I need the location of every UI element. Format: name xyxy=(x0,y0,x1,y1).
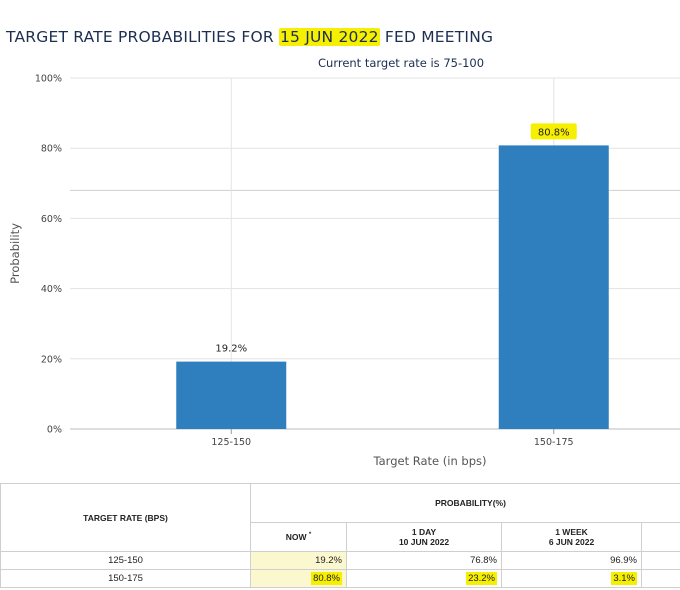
one-week-value-highlight: 3.1% xyxy=(611,572,637,585)
title-date: 15 JUN 2022 xyxy=(278,28,380,46)
one-day-cell: 23.2% xyxy=(346,569,502,588)
one-day-cell: 76.8% xyxy=(346,551,502,570)
bar-125-150 xyxy=(176,361,287,429)
one-day-header: 1 DAY 10 JUN 2022 xyxy=(346,522,502,552)
now-cell: 19.2% xyxy=(250,551,347,570)
y-tick-label: 0% xyxy=(47,425,62,436)
x-tick-label: 125-150 xyxy=(211,437,251,448)
extra-column-header xyxy=(640,522,680,552)
one-day-value-highlight: 23.2% xyxy=(466,572,497,585)
now-header-marker: * xyxy=(308,532,312,538)
probability-group-header: PROBABILITY(%) xyxy=(249,483,680,523)
x-axis-title: Target Rate (in bps) xyxy=(373,454,487,468)
x-tick-label: 150-175 xyxy=(534,437,574,448)
now-value-highlight: 80.8% xyxy=(311,572,342,585)
data-label: 80.8% xyxy=(538,127,570,138)
extra-cell xyxy=(640,569,680,588)
one-week-date: 6 JUN 2022 xyxy=(548,537,595,547)
one-day-label: 1 DAY xyxy=(411,527,437,537)
y-tick-label: 60% xyxy=(41,214,62,225)
data-label: 19.2% xyxy=(215,344,247,355)
one-week-cell: 96.9% xyxy=(501,551,642,570)
rate-cell: 150-175 xyxy=(0,569,251,588)
y-axis-title: Probability xyxy=(8,223,22,284)
data-label-highlight xyxy=(530,123,577,140)
bar-150-175 xyxy=(498,145,609,429)
extra-cell xyxy=(640,551,680,570)
one-day-date: 10 JUN 2022 xyxy=(398,537,450,547)
now-header: NOW * xyxy=(250,522,347,552)
one-week-cell: 3.1% xyxy=(501,569,642,588)
rate-cell: 125-150 xyxy=(0,551,251,570)
chart-subtitle: Current target rate is 75-100 xyxy=(318,56,485,70)
probability-table: TARGET RATE (BPS) PROBABILITY(%) NOW * 1… xyxy=(0,483,680,588)
title-prefix: TARGET RATE PROBABILITIES FOR xyxy=(6,28,279,46)
y-tick-label: 100% xyxy=(35,74,62,85)
one-week-label: 1 WEEK xyxy=(555,527,588,537)
one-week-header: 1 WEEK 6 JUN 2022 xyxy=(501,522,642,552)
y-tick-label: 20% xyxy=(41,354,62,365)
chart-title: TARGET RATE PROBABILITIES FOR 15 JUN 202… xyxy=(6,28,493,46)
y-tick-label: 80% xyxy=(41,144,62,155)
table-row: 125-150 19.2% 76.8% 96.9% xyxy=(0,551,680,570)
now-header-label: NOW xyxy=(285,532,307,542)
now-cell: 80.8% xyxy=(250,569,347,588)
bar-chart: 0% 20% 40% 60% 80% 100% 19.2% 125-150 80.8% 150-1… xyxy=(8,74,680,468)
title-suffix: FED MEETING xyxy=(379,28,494,46)
target-rate-header: TARGET RATE (BPS) xyxy=(0,483,251,552)
table-row: 150-175 80.8% 23.2% 3.1% xyxy=(0,569,680,588)
y-tick-label: 40% xyxy=(41,284,62,295)
